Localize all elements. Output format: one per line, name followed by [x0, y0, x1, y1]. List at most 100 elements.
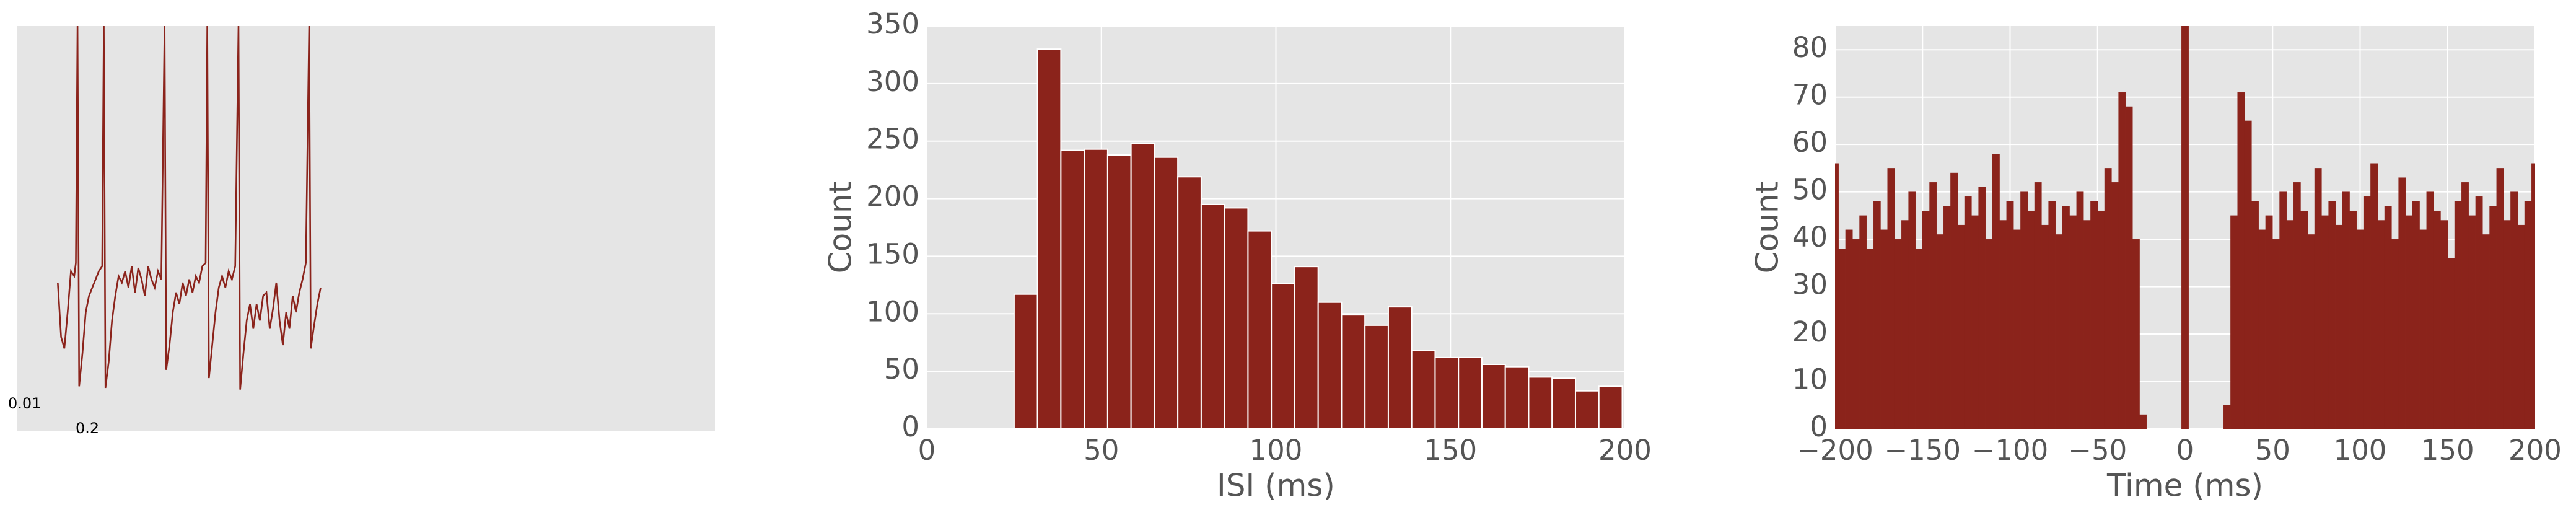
x-tick-label: 50 [2255, 434, 2290, 467]
bar [2265, 215, 2273, 429]
bar [2076, 191, 2084, 429]
bar [2405, 215, 2413, 429]
x-tick-label: 50 [1084, 434, 1119, 467]
plot-background [17, 26, 715, 431]
marks [1013, 48, 1623, 429]
bar [1084, 148, 1108, 429]
bar [2314, 168, 2322, 429]
bar [1551, 377, 1576, 429]
bar [1964, 196, 1972, 429]
bar [2090, 201, 2098, 429]
bar [2111, 182, 2119, 429]
x-tick-label: 200 [1598, 434, 1652, 467]
bar [2517, 224, 2525, 429]
bar [1992, 154, 2000, 429]
bar [1294, 266, 1319, 429]
bar [1317, 301, 1343, 429]
bar [1929, 182, 1937, 429]
bar [2251, 201, 2259, 429]
bar [2069, 215, 2077, 429]
x-axis-label: ISI (ms) [1217, 468, 1335, 504]
bar [2426, 191, 2434, 429]
bar [1922, 210, 1930, 429]
x-tick-label: −200 [1797, 434, 1873, 467]
bar [2230, 215, 2238, 429]
y-axis-label: Count [1750, 182, 1785, 274]
bar [1978, 187, 1986, 429]
y-tick-label: 0 [1810, 410, 1828, 443]
y-tick-label: 200 [866, 180, 919, 213]
x-tick-label: 0 [2176, 434, 2194, 467]
bar [2349, 210, 2357, 429]
x-tick-label: 150 [1424, 434, 1477, 467]
marks [56, 26, 322, 390]
bar [2083, 220, 2091, 429]
bar [2048, 201, 2056, 429]
bar [1458, 356, 1483, 429]
x-tick-label: 150 [2421, 434, 2474, 467]
bar [2328, 201, 2336, 429]
bar [1130, 143, 1155, 429]
bar [2300, 210, 2308, 429]
bar [1411, 350, 1436, 429]
bar [1971, 215, 1979, 429]
bar [2244, 120, 2252, 429]
bar [1835, 163, 1839, 429]
y-tick-label: 40 [1792, 221, 1828, 253]
bar [1060, 149, 1085, 429]
bar [1852, 239, 1860, 429]
bar [2279, 191, 2287, 429]
y-tick-label: 50 [884, 353, 919, 385]
y-tick-label: 30 [1792, 268, 1828, 301]
chart: 0 10 20 30 40 50 60 70 80 −200 −150 −100 −50 0 50 100 15… [1750, 26, 2562, 504]
bar [2377, 220, 2385, 429]
x-tick-label: −150 [1884, 434, 1961, 467]
bar [2034, 182, 2042, 429]
bar [1271, 283, 1295, 429]
bar [1866, 249, 1874, 429]
y-tick-label: 0 [901, 410, 919, 443]
bar [2223, 405, 2231, 429]
bar [2132, 239, 2140, 429]
bar [2027, 210, 2035, 429]
bar [2307, 234, 2315, 429]
bar [2391, 239, 2399, 429]
bar [2461, 182, 2469, 429]
bar [1200, 203, 1225, 429]
bar [1901, 220, 1909, 429]
bar [2041, 224, 2049, 429]
bar [2097, 210, 2105, 429]
bar [2496, 168, 2504, 429]
bar [1915, 249, 1923, 429]
bar [2419, 229, 2427, 429]
bar [2286, 220, 2294, 429]
x-axis-label: Time (ms) [2106, 468, 2263, 504]
bar [2440, 220, 2448, 429]
chart: 0 50 100 150 200 250 300 350 0 50 100 150 200 ISI (ms… [823, 7, 1652, 504]
bar [2335, 224, 2343, 429]
bar [1957, 224, 1965, 429]
bar [1838, 249, 1846, 429]
bar [2118, 92, 2126, 429]
bar [2482, 234, 2490, 429]
bar [2398, 177, 2406, 429]
bar [2356, 229, 2364, 429]
bar [2454, 201, 2462, 429]
bar [2272, 239, 2280, 429]
x-tick-label: 100 [2334, 434, 2387, 467]
bar [1598, 385, 1623, 429]
bar [2104, 168, 2112, 429]
bar [2475, 196, 2483, 429]
bar [1036, 48, 1062, 429]
x-tick-label: 100 [1250, 434, 1303, 467]
scale-label: 0.2 [76, 420, 99, 437]
marks [1835, 26, 2535, 429]
x-tick-label: −50 [2068, 434, 2127, 467]
bar [2524, 201, 2532, 429]
bar [2006, 201, 2014, 429]
bar [1341, 314, 1366, 429]
trace-line [56, 26, 322, 390]
bar [1504, 366, 1530, 429]
